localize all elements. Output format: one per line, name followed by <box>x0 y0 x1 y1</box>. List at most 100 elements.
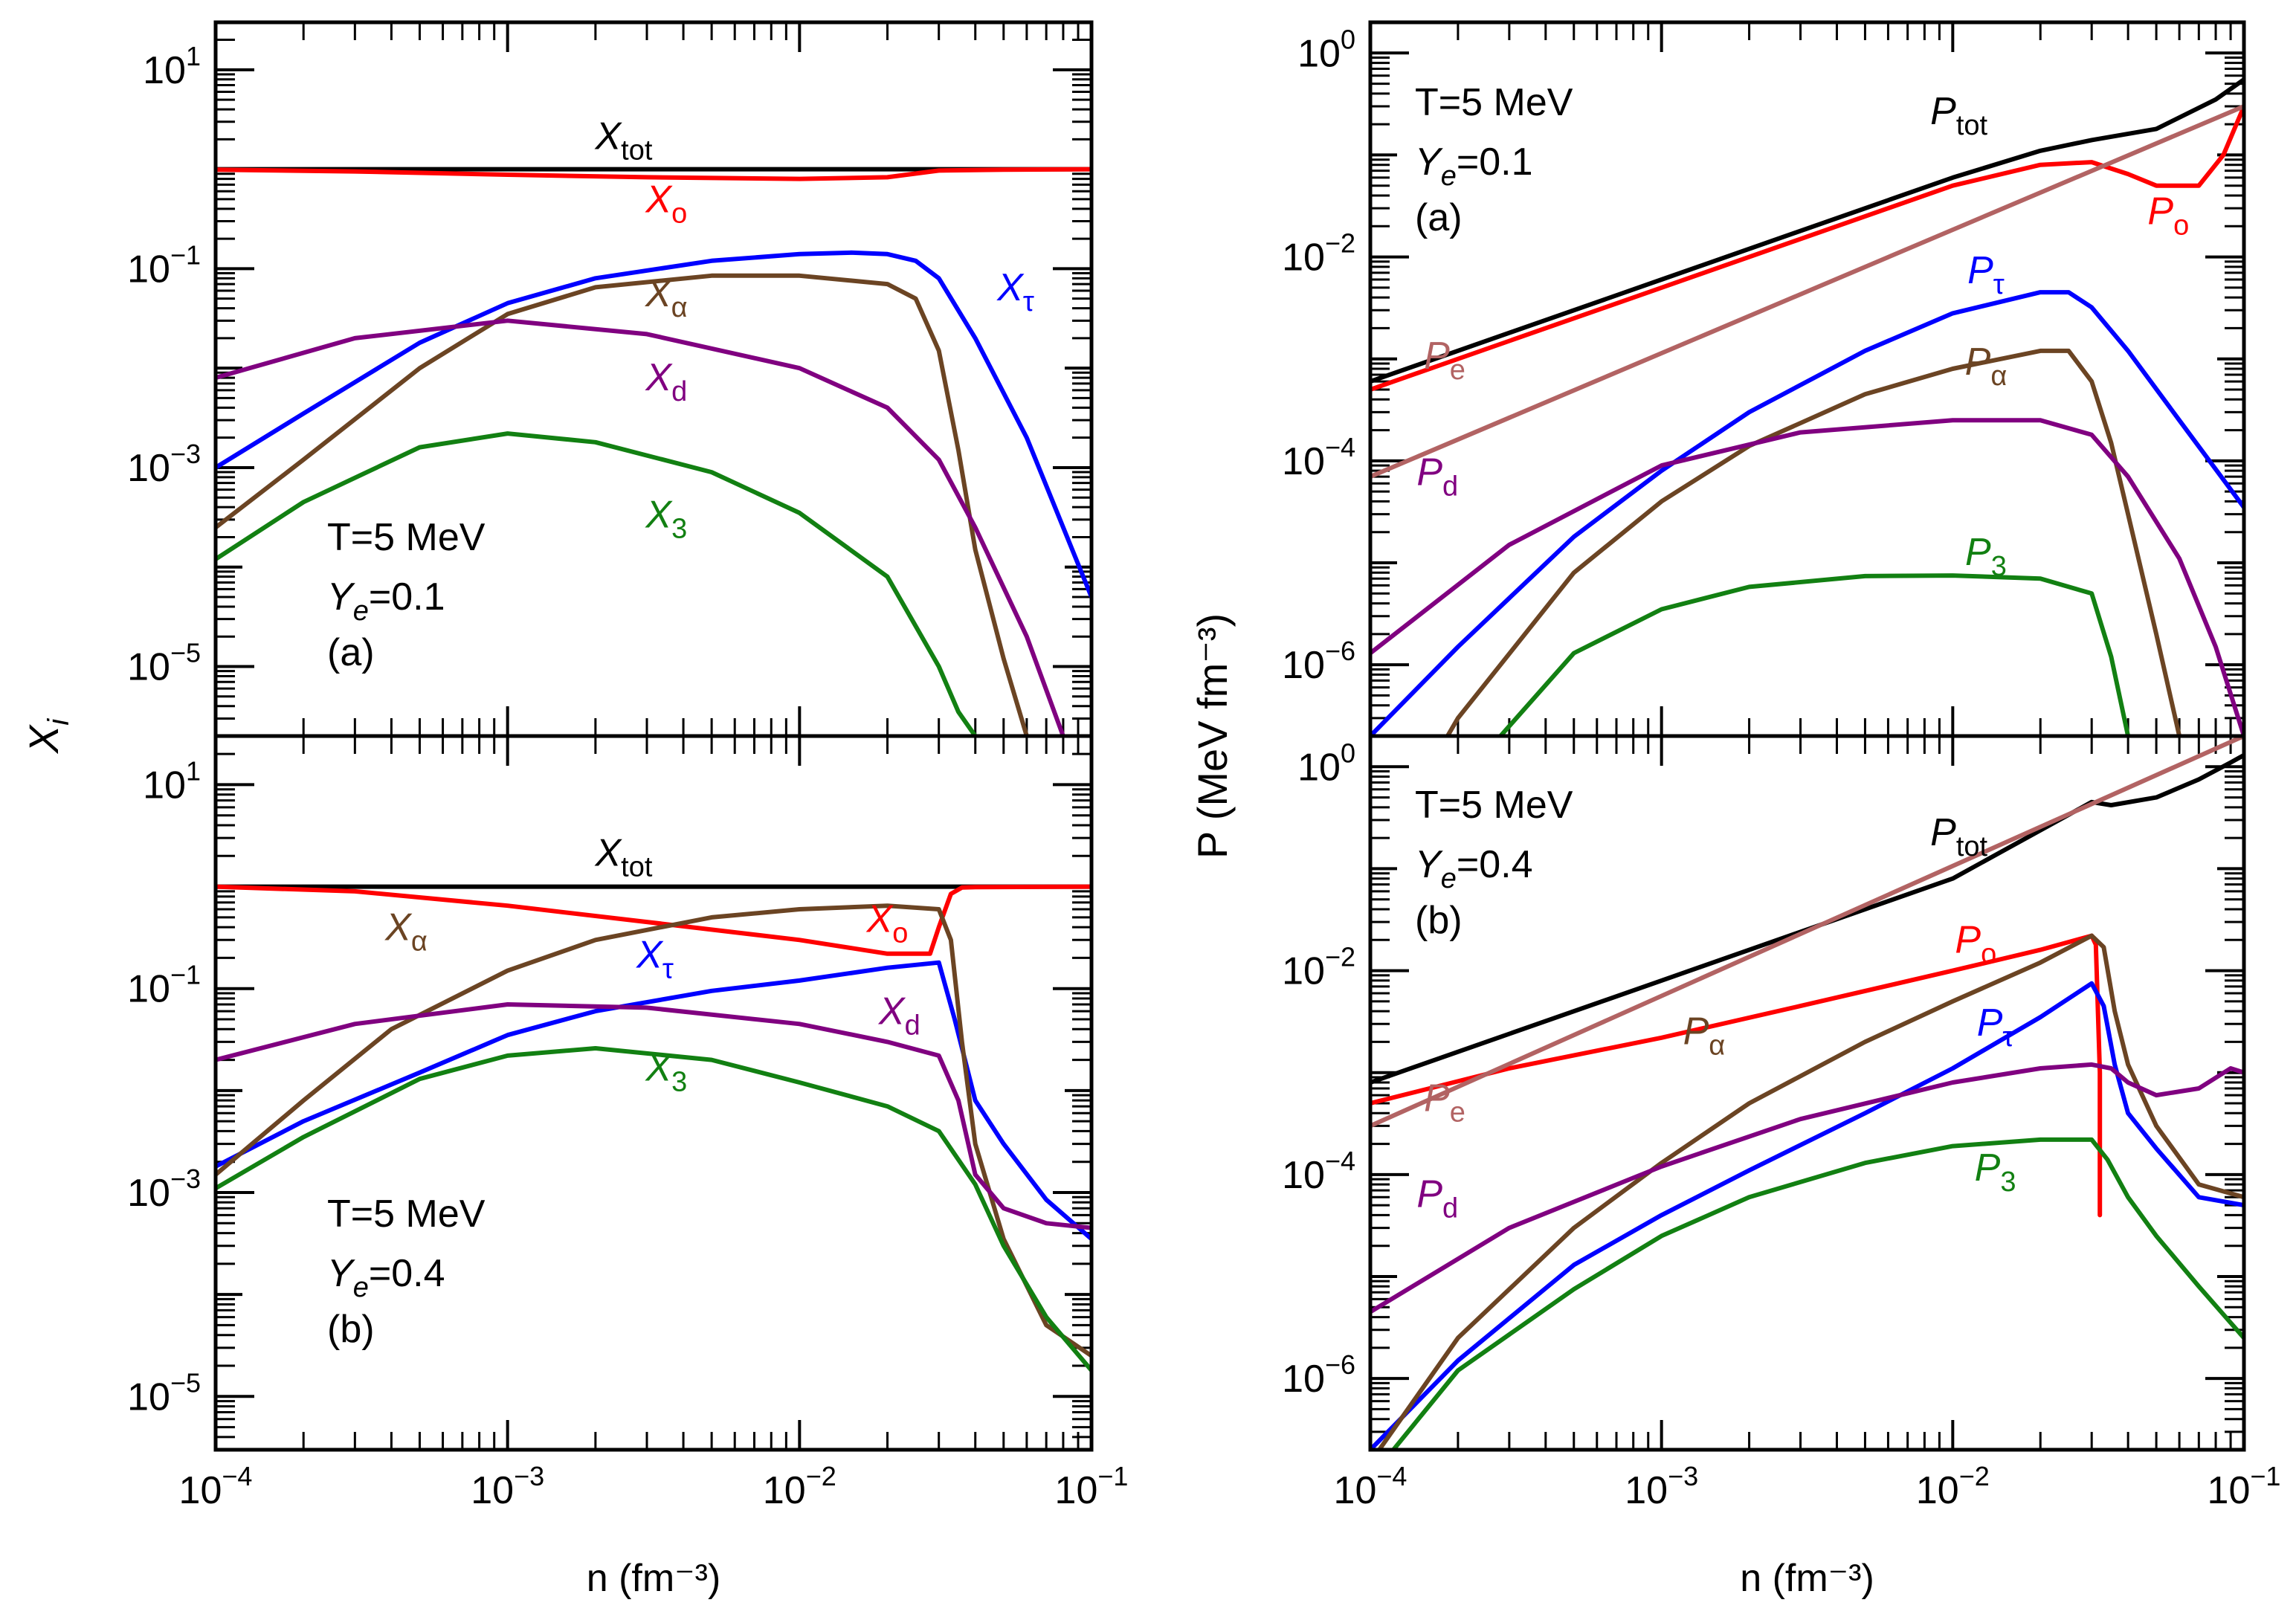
plot-frame <box>1368 734 2246 1452</box>
series-label-X_d: Xd <box>878 990 920 1041</box>
series-X_alpha <box>216 273 1029 736</box>
series-P_tot <box>1370 752 2244 1085</box>
series-X_alpha <box>216 903 1091 1358</box>
series-label-P_3: P3 <box>1975 1146 2016 1198</box>
series-group <box>1370 736 2244 1450</box>
annotation-panel-tag: (b) <box>327 1308 375 1351</box>
series-label-P_o: Po <box>2147 190 2189 241</box>
series-X_tau <box>216 250 1091 599</box>
series-label-X_d: Xd <box>645 356 687 407</box>
series-label-X_tot: Xtot <box>594 114 652 166</box>
series-X_tau <box>216 960 1091 1242</box>
x-tick-label: 10−1 <box>1055 1461 1129 1512</box>
chart-panel-xi_a: 10−5 10−3 10−1 101 Xtot Xo Xτ Xα Xd X3 T=5 MeV Ye=0… <box>127 20 1094 738</box>
series-X_3 <box>216 1046 1091 1373</box>
series-X_d <box>216 1002 1091 1230</box>
y-ticks <box>216 735 1091 1451</box>
series-group <box>216 884 1091 1373</box>
series-P_d <box>1370 1062 2244 1314</box>
y-tick-label: 10−6 <box>1282 1349 1355 1401</box>
series-label-P_tau: Pτ <box>1967 249 2005 300</box>
series-X_d <box>216 318 1065 736</box>
x-tick-label: 10−4 <box>1334 1461 1407 1512</box>
series-P_tau <box>1370 981 2244 1450</box>
series-group <box>1370 77 2244 736</box>
x-tick-label: 10−2 <box>763 1461 836 1512</box>
annotation-temperature: T=5 MeV <box>327 1193 486 1236</box>
x-tick-label: 10−3 <box>1625 1461 1698 1512</box>
annotation-temperature: T=5 MeV <box>327 516 486 559</box>
annotation-panel-tag: (b) <box>1415 899 1463 942</box>
annotation-ye: Ye=0.4 <box>327 1252 445 1303</box>
series-label-P_tot: Ptot <box>1930 811 1987 862</box>
series-X_o <box>216 167 1091 181</box>
y-tick-label: 10−3 <box>127 1164 201 1215</box>
series-X_o <box>216 884 1091 956</box>
x-axis-label: n (fm⁻³) <box>587 1557 721 1600</box>
series-label-P_e: Pe <box>1424 335 1465 386</box>
y-tick-label: 101 <box>143 755 201 807</box>
series-label-P_o: Po <box>1955 918 1996 969</box>
annotation-temperature: T=5 MeV <box>1415 784 1573 827</box>
series-label-P_alpha: Pα <box>1683 1010 1726 1061</box>
y-ticks <box>216 21 1091 738</box>
y-tick-label: 10−2 <box>1282 228 1355 280</box>
y-tick-label: 100 <box>1297 24 1355 75</box>
plot-frame <box>213 734 1094 1452</box>
series-label-X_tau: Xτ <box>996 266 1034 317</box>
series-X_3 <box>216 431 978 736</box>
series-P_e <box>1370 104 2244 480</box>
y-axis-label-xi: Xi <box>20 718 75 755</box>
annotation-ye: Ye=0.4 <box>1415 843 1532 894</box>
series-label-P_3: P3 <box>1965 531 2007 582</box>
y-tick-label: 10−5 <box>127 1367 201 1419</box>
series-label-X_3: X3 <box>645 493 687 544</box>
series-P_tau <box>1370 290 2244 736</box>
series-P_3 <box>1391 1137 2244 1450</box>
annotation-panel-tag: (a) <box>1415 196 1463 239</box>
y-tick-label: 10−4 <box>1282 1146 1355 1197</box>
series-label-P_tot: Ptot <box>1930 90 1987 141</box>
series-label-P_d: Pd <box>1416 1173 1458 1224</box>
y-axis-label-p: P (MeV fm⁻³) <box>1189 613 1236 859</box>
series-label-P_alpha: Pα <box>1965 341 2008 392</box>
y-tick-label: 10−5 <box>127 637 201 688</box>
y-tick-label: 10−4 <box>1282 432 1355 483</box>
y-tick-label: 10−1 <box>127 960 201 1011</box>
y-tick-label: 10−1 <box>127 239 201 291</box>
series-label-P_e: Pe <box>1424 1077 1465 1128</box>
x-tick-label: 10−2 <box>1916 1461 1990 1512</box>
chart-panel-p_b: 10−6 10−4 10−2 100 10−4 10−3 10−2 10−1 n (fm⁻³) P… <box>1282 734 2281 1600</box>
x-axis-label: n (fm⁻³) <box>1740 1557 1874 1600</box>
series-label-X_alpha: Xα <box>645 272 688 323</box>
series-P_e <box>1370 736 2244 1129</box>
series-label-X_o: Xo <box>866 897 909 949</box>
series-P_o <box>1370 104 2244 392</box>
series-P_alpha <box>1445 348 2182 736</box>
y-tick-label: 100 <box>1297 738 1355 789</box>
y-tick-label: 10−2 <box>1282 942 1355 993</box>
series-label-P_tau: Pτ <box>1977 1001 2014 1053</box>
annotation-panel-tag: (a) <box>327 631 375 674</box>
chart-panel-xi_b: 10−5 10−3 10−1 101 10−4 10−3 10−2 10−1 n (fm⁻³) X… <box>127 734 1129 1600</box>
x-tick-label: 10−1 <box>2208 1461 2281 1512</box>
x-tick-label: 10−3 <box>471 1461 544 1512</box>
series-P_alpha <box>1376 933 2244 1450</box>
series-label-X_tot: Xtot <box>594 832 652 883</box>
series-label-X_o: Xo <box>645 178 687 229</box>
series-P_o <box>1370 933 2103 1218</box>
series-label-X_3: X3 <box>645 1047 687 1098</box>
annotation-temperature: T=5 MeV <box>1415 81 1573 124</box>
series-group <box>216 167 1091 736</box>
series-P_3 <box>1498 573 2131 736</box>
annotation-ye: Ye=0.1 <box>327 575 445 627</box>
series-P_tot <box>1370 77 2244 384</box>
series-label-X_alpha: Xα <box>384 906 428 957</box>
x-tick-label: 10−4 <box>179 1461 253 1512</box>
chart-panel-p_a: 10−6 10−4 10−2 100 Ptot Po Pe Pτ Pα Pd P3 T=5 MeV Ye… <box>1282 20 2246 738</box>
y-tick-label: 10−3 <box>127 439 201 490</box>
annotation-ye: Ye=0.1 <box>1415 141 1532 192</box>
series-label-X_tau: Xτ <box>636 934 674 985</box>
series-label-P_d: Pd <box>1416 451 1458 502</box>
